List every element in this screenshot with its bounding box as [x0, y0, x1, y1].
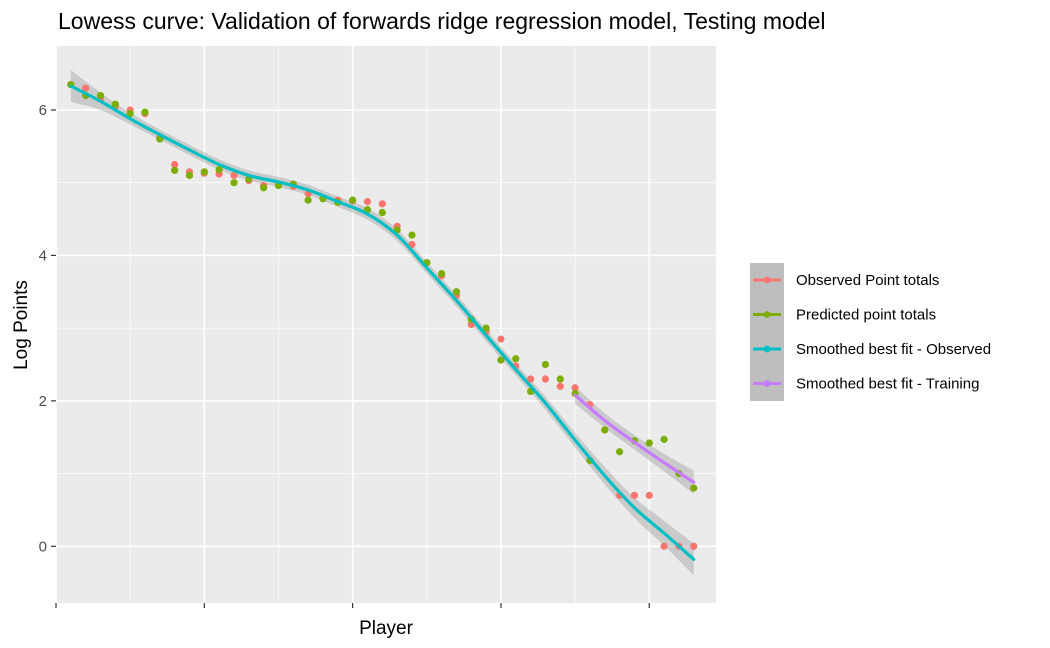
point-predicted-point-totals — [438, 269, 446, 278]
point-predicted-point-totals — [378, 208, 386, 217]
point-observed-point-totals — [467, 320, 475, 329]
x-axis-title: Player — [359, 618, 414, 639]
line-smoothed-best-fit-training — [573, 393, 696, 484]
legend-key-point — [763, 311, 771, 318]
line-smoothed-best-fit-observed — [69, 84, 696, 561]
point-predicted-point-totals — [185, 171, 194, 180]
legend: Observed Point totals Predicted point tot… — [750, 263, 991, 401]
point-observed-point-totals — [630, 491, 639, 499]
legend-item: Smoothed best fit - Observed — [750, 332, 991, 367]
legend-key-point — [763, 276, 771, 284]
axes: 0 2 4 6 — [39, 102, 650, 608]
legend-label: Smoothed best fit - Training — [796, 376, 979, 393]
point-predicted-point-totals — [482, 324, 490, 332]
point-observed-point-totals — [363, 198, 372, 206]
point-predicted-point-totals — [512, 355, 520, 363]
point-predicted-point-totals — [615, 448, 624, 456]
legend-item: Observed Point totals — [750, 263, 939, 298]
point-predicted-point-totals — [304, 196, 312, 204]
point-predicted-point-totals — [171, 166, 179, 174]
point-predicted-point-totals — [690, 484, 698, 492]
point-observed-point-totals — [556, 382, 564, 390]
point-predicted-point-totals — [349, 196, 357, 204]
point-predicted-point-totals — [452, 288, 461, 296]
point-observed-point-totals — [378, 200, 386, 208]
legend-key-point — [763, 345, 771, 353]
point-predicted-point-totals — [556, 375, 564, 383]
point-observed-point-totals — [527, 375, 535, 383]
point-observed-point-totals — [660, 542, 668, 550]
y-tick-label: 2 — [39, 393, 47, 410]
point-predicted-point-totals — [541, 360, 550, 369]
point-observed-point-totals — [230, 171, 238, 180]
legend-label: Observed Point totals — [796, 272, 939, 289]
legend-label: Smoothed best fit - Observed — [796, 341, 991, 358]
point-observed-point-totals — [82, 84, 90, 92]
point-observed-point-totals — [541, 375, 550, 383]
point-predicted-point-totals — [601, 426, 609, 434]
point-predicted-point-totals — [215, 166, 223, 174]
y-tick-label: 4 — [39, 247, 47, 264]
point-predicted-point-totals — [126, 110, 134, 118]
y-axis-title: Log Points — [11, 280, 32, 370]
chart-title: Lowess curve: Validation of forwards rid… — [58, 8, 826, 34]
point-predicted-point-totals — [230, 179, 238, 187]
point-observed-point-totals — [571, 384, 579, 392]
grid-layer — [55, 46, 716, 603]
legend-item: Predicted point totals — [750, 297, 936, 332]
point-observed-point-totals — [645, 491, 653, 499]
point-observed-point-totals — [497, 335, 505, 343]
point-predicted-point-totals — [645, 439, 653, 447]
point-predicted-point-totals — [141, 108, 149, 116]
smoothed-lines — [69, 84, 696, 561]
point-predicted-point-totals — [200, 168, 208, 176]
point-predicted-point-totals — [660, 435, 668, 443]
legend-label: Predicted point totals — [796, 307, 936, 324]
legend-item: Smoothed best fit - Training — [750, 366, 979, 401]
y-tick-label: 0 — [39, 538, 47, 555]
point-predicted-point-totals — [408, 231, 416, 239]
point-predicted-point-totals — [96, 91, 105, 100]
point-observed-point-totals — [690, 542, 698, 550]
y-tick-label: 6 — [39, 102, 47, 119]
point-observed-point-totals — [171, 160, 179, 169]
point-predicted-point-totals — [111, 100, 119, 108]
point-predicted-point-totals — [260, 184, 268, 192]
legend-key-point — [763, 380, 771, 387]
point-predicted-point-totals — [497, 356, 505, 364]
